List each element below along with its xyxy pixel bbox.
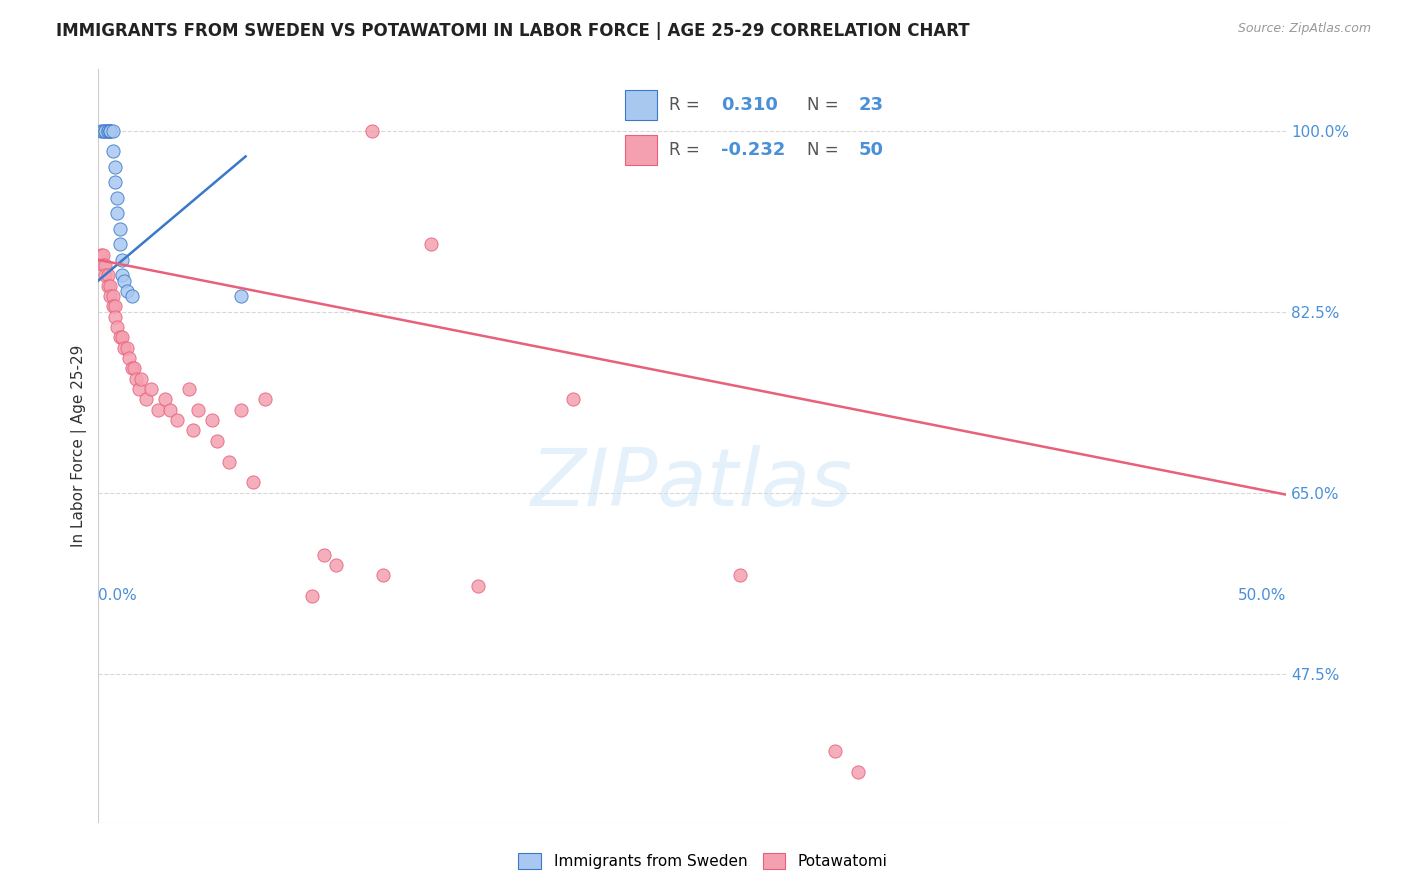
Legend: Immigrants from Sweden, Potawatomi: Immigrants from Sweden, Potawatomi — [512, 847, 894, 875]
Point — [91, 258, 114, 272]
Point — [97, 268, 120, 283]
Point — [91, 248, 114, 262]
Point — [94, 268, 117, 283]
Point — [90, 248, 112, 262]
Point — [105, 206, 128, 220]
Point — [205, 434, 228, 448]
Text: ZIPatlas: ZIPatlas — [531, 445, 853, 523]
Point — [104, 175, 127, 189]
Point — [105, 191, 128, 205]
Point — [166, 413, 188, 427]
Point — [115, 284, 138, 298]
Point — [183, 424, 205, 438]
Point — [360, 123, 382, 137]
Point — [419, 237, 441, 252]
Point — [824, 744, 846, 758]
Point — [135, 392, 157, 407]
Point — [848, 764, 870, 779]
Point — [159, 402, 181, 417]
Point — [101, 289, 124, 303]
Point — [177, 382, 200, 396]
Point — [90, 123, 112, 137]
Point — [94, 123, 117, 137]
Point — [104, 310, 127, 324]
Point — [187, 402, 209, 417]
Point — [229, 289, 252, 303]
Point — [467, 579, 489, 593]
Point — [108, 222, 131, 236]
Point — [111, 268, 134, 283]
Point — [111, 252, 134, 267]
Point — [128, 382, 150, 396]
Text: 0.0%: 0.0% — [98, 588, 138, 603]
Point — [97, 278, 120, 293]
Point — [118, 351, 141, 365]
Point — [101, 145, 124, 159]
Point — [242, 475, 264, 490]
Point — [98, 278, 121, 293]
Point — [146, 402, 169, 417]
Text: Source: ZipAtlas.com: Source: ZipAtlas.com — [1237, 22, 1371, 36]
Point — [91, 123, 114, 137]
Point — [98, 123, 121, 137]
Point — [201, 413, 224, 427]
Text: IMMIGRANTS FROM SWEDEN VS POTAWATOMI IN LABOR FORCE | AGE 25-29 CORRELATION CHAR: IMMIGRANTS FROM SWEDEN VS POTAWATOMI IN … — [56, 22, 970, 40]
Point — [98, 123, 121, 137]
Point — [97, 123, 120, 137]
Point — [104, 299, 127, 313]
Point — [97, 123, 120, 137]
Y-axis label: In Labor Force | Age 25-29: In Labor Force | Age 25-29 — [72, 345, 87, 547]
Point — [562, 392, 585, 407]
Point — [153, 392, 176, 407]
Point — [98, 123, 121, 137]
Text: 50.0%: 50.0% — [1237, 588, 1286, 603]
Point — [108, 237, 131, 252]
Point — [94, 123, 117, 137]
Point — [301, 589, 323, 603]
Point — [101, 123, 124, 137]
Point — [108, 330, 131, 344]
Point — [312, 548, 335, 562]
Point — [139, 382, 162, 396]
Point — [125, 372, 148, 386]
Point — [373, 568, 395, 582]
Point — [111, 330, 134, 344]
Point — [114, 273, 136, 287]
Point — [218, 454, 240, 468]
Point — [114, 341, 136, 355]
Point — [121, 289, 143, 303]
Point — [129, 372, 152, 386]
Point — [98, 289, 121, 303]
Point — [105, 320, 128, 334]
Point — [121, 361, 143, 376]
Point — [728, 568, 751, 582]
Point — [115, 341, 138, 355]
Point — [122, 361, 145, 376]
Point — [325, 558, 347, 572]
Point — [253, 392, 276, 407]
Point — [94, 258, 117, 272]
Point — [101, 299, 124, 313]
Point — [229, 402, 252, 417]
Point — [104, 160, 127, 174]
